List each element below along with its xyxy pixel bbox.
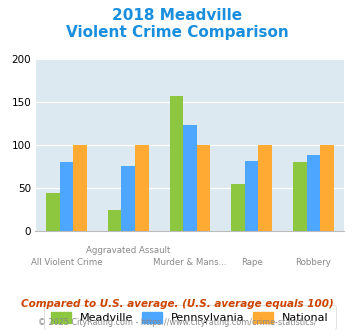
Text: Compared to U.S. average. (U.S. average equals 100): Compared to U.S. average. (U.S. average … bbox=[21, 299, 334, 309]
Bar bbox=[170, 96, 183, 231]
Text: All Violent Crime: All Violent Crime bbox=[31, 258, 102, 267]
Text: Rape: Rape bbox=[241, 258, 263, 267]
Text: 2018 Meadville: 2018 Meadville bbox=[113, 8, 242, 23]
Bar bbox=[108, 210, 121, 231]
Bar bbox=[135, 145, 148, 231]
Bar bbox=[46, 193, 60, 231]
Bar bbox=[320, 145, 334, 231]
Text: Aggravated Assault: Aggravated Assault bbox=[86, 246, 170, 255]
Bar bbox=[231, 184, 245, 231]
Bar bbox=[293, 162, 307, 231]
Text: © 2025 CityRating.com - https://www.cityrating.com/crime-statistics/: © 2025 CityRating.com - https://www.city… bbox=[38, 318, 317, 327]
Legend: Meadville, Pennsylvania, National: Meadville, Pennsylvania, National bbox=[44, 305, 335, 330]
Bar bbox=[258, 145, 272, 231]
Bar bbox=[183, 125, 197, 231]
Bar bbox=[73, 145, 87, 231]
Bar bbox=[197, 145, 210, 231]
Bar bbox=[60, 161, 73, 231]
Text: Violent Crime Comparison: Violent Crime Comparison bbox=[66, 25, 289, 40]
Text: Murder & Mans...: Murder & Mans... bbox=[153, 258, 227, 267]
Bar bbox=[245, 161, 258, 231]
Bar bbox=[307, 155, 320, 231]
Bar bbox=[121, 166, 135, 231]
Text: Robbery: Robbery bbox=[295, 258, 332, 267]
